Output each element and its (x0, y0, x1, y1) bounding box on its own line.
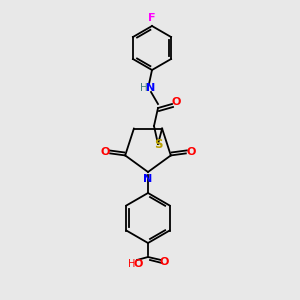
Text: H: H (128, 259, 136, 269)
Text: O: O (171, 97, 181, 107)
Text: N: N (146, 83, 156, 93)
Text: O: O (159, 257, 169, 267)
Text: F: F (148, 13, 156, 23)
Text: O: O (186, 147, 196, 158)
Text: O: O (133, 259, 143, 269)
Text: H: H (140, 83, 148, 93)
Text: N: N (143, 174, 153, 184)
Text: S: S (154, 137, 162, 151)
Text: O: O (100, 147, 110, 158)
